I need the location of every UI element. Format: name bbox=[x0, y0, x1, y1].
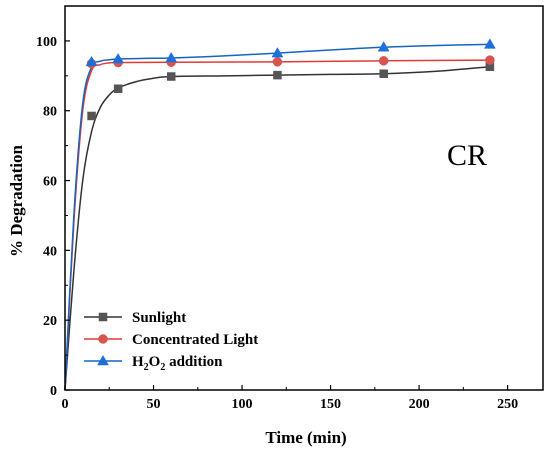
y-tick-label: 80 bbox=[43, 105, 57, 120]
data-point-1-3 bbox=[272, 57, 283, 67]
x-tick-label: 0 bbox=[62, 397, 69, 412]
legend-marker-2 bbox=[97, 355, 109, 366]
data-point-2-2 bbox=[165, 52, 178, 63]
data-point-0-4 bbox=[379, 69, 388, 78]
x-tick-label: 250 bbox=[497, 397, 518, 412]
axis-ticks bbox=[64, 40, 509, 391]
data-point-0-2 bbox=[166, 72, 176, 81]
legend-label-0: Sunlight bbox=[132, 310, 186, 326]
data-point-0-1 bbox=[113, 84, 123, 93]
x-tick-label: 150 bbox=[320, 397, 341, 412]
data-point-2-1 bbox=[112, 53, 125, 64]
y-tick-label: 0 bbox=[50, 384, 57, 399]
series-line-2 bbox=[64, 43, 490, 391]
y-axis-title: % Degradation bbox=[7, 145, 26, 257]
plot-frame bbox=[64, 5, 544, 391]
tick-labels: 0 50 100 150 200 250 0 20 40 60 80 100 bbox=[36, 35, 518, 412]
y-tick-label: 60 bbox=[43, 175, 57, 190]
series-markers bbox=[85, 38, 496, 121]
data-point-2-0 bbox=[85, 55, 98, 67]
data-point-2-4 bbox=[377, 41, 390, 52]
y-tick-label: 40 bbox=[43, 244, 57, 259]
x-axis-title: Time (min) bbox=[265, 428, 346, 447]
data-point-2-5 bbox=[483, 38, 496, 49]
data-point-0-3 bbox=[273, 70, 282, 80]
series-line-1 bbox=[64, 59, 490, 391]
y-tick-label: 100 bbox=[36, 35, 57, 50]
data-point-0-0 bbox=[87, 111, 96, 121]
series-lines bbox=[64, 43, 490, 391]
x-tick-label: 100 bbox=[232, 397, 253, 412]
series-line-0 bbox=[64, 65, 490, 391]
x-tick-label: 200 bbox=[409, 397, 430, 412]
data-point-1-5 bbox=[485, 55, 495, 65]
data-point-2-3 bbox=[271, 47, 284, 58]
annotation-cr: CR bbox=[447, 139, 487, 172]
data-point-1-4 bbox=[378, 56, 389, 66]
legend-marker-1 bbox=[98, 334, 108, 344]
axes-frame bbox=[64, 5, 544, 391]
legend-label-2: H2O2 addition bbox=[132, 354, 223, 373]
legend-label-1: Concentrated Light bbox=[132, 332, 258, 348]
legend: Sunlight Concentrated Light H2O2 addition bbox=[84, 310, 258, 373]
legend-marker-0 bbox=[98, 312, 108, 322]
x-tick-label: 50 bbox=[147, 397, 161, 412]
y-tick-label: 20 bbox=[43, 314, 57, 329]
